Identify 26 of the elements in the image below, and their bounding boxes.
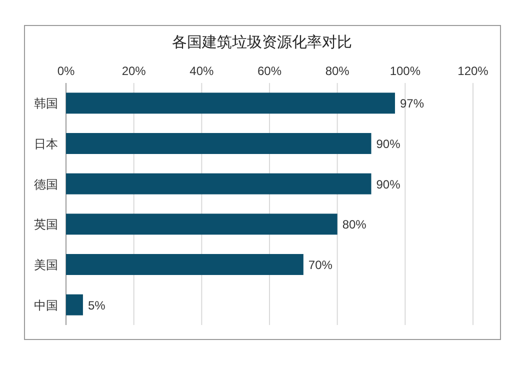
bar [66,133,372,154]
y-tick-label: 中国 [34,298,58,312]
x-tick-label: 120% [458,64,489,78]
x-tick-label: 60% [257,64,282,78]
y-tick-label: 美国 [34,258,58,272]
data-label: 5% [88,298,106,312]
chart-title: 各国建筑垃圾资源化率对比 [172,34,352,51]
bar [66,173,372,194]
y-tick-label: 韩国 [34,96,58,111]
data-label: 90% [376,137,401,151]
x-tick-label: 80% [325,64,350,78]
data-label: 90% [376,177,401,192]
y-tick-label: 英国 [34,218,58,232]
data-label: 97% [400,96,424,111]
bar [66,254,304,275]
x-tick-label: 20% [122,64,146,78]
data-label: 70% [308,258,333,272]
bar [66,294,83,316]
bar [66,92,395,114]
x-tick-label: 0% [57,64,75,78]
x-tick-label: 100% [390,64,421,78]
x-tick-label: 40% [190,64,214,78]
y-tick-label: 日本 [34,137,58,151]
y-tick-label: 德国 [34,177,58,192]
data-label: 80% [342,218,367,232]
bar [66,214,338,235]
